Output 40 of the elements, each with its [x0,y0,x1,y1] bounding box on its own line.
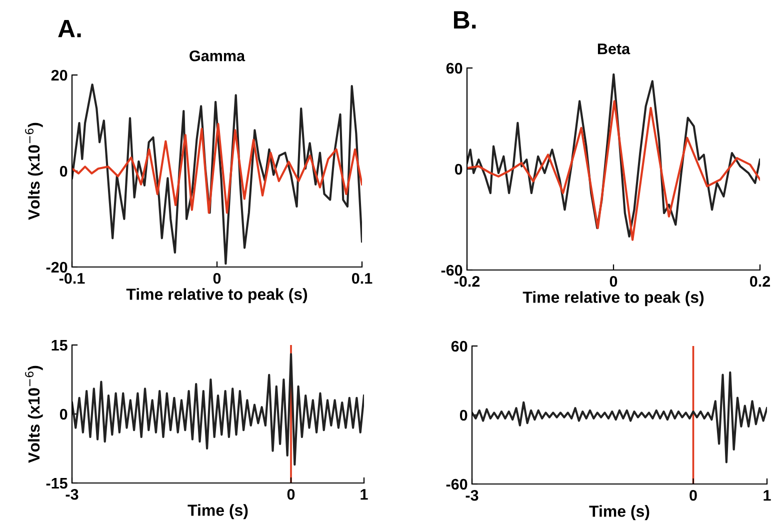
y-tick-label: -15 [46,478,68,489]
y-tick-label: -20 [46,262,68,273]
y-tick-label: 0 [454,164,462,175]
y-axis-title: Volts (x10$^{−6}$) [25,122,43,220]
x-tick-label: 0 [610,276,618,287]
x-tick-label: 0 [287,488,295,500]
x-axis-title: Time relative to peak (s) [126,288,308,304]
line-series [72,353,364,466]
x-tick-label: -3 [466,490,478,501]
line-series [467,73,760,238]
line-series [72,84,362,265]
line-series [72,122,362,214]
x-tick-label: 0.1 [352,272,372,284]
chart-title: Beta [598,44,630,54]
text: B. [454,11,476,28]
x-tick-label: -3 [66,488,78,500]
x-axis-title: Time relative to peak (s) [522,291,704,306]
chart-title: Gamma [190,50,246,62]
line-series [472,371,767,464]
x-tick-label: 0 [690,490,697,501]
x-axis-title: Time (s) [589,505,650,520]
line-series [467,100,760,241]
y-tick-label: -60 [446,478,468,490]
y-tick-label: -60 [441,264,462,276]
x-tick-label: 1 [764,490,771,501]
y-tick-label: 20 [51,70,68,81]
y-tick-label: 60 [451,340,468,352]
text: A. [58,20,81,38]
x-tick-label: 1 [360,489,368,500]
y-tick-label: 0 [460,410,468,421]
y-axis-title: Volts (x10$^{−6}$) [25,366,43,463]
x-tick-label: 0 [213,272,221,284]
x-axis-title: Time (s) [188,504,248,520]
y-tick-label: 60 [446,62,462,74]
y-tick-label: 0 [60,408,68,420]
y-tick-label: 15 [52,340,68,351]
x-tick-label: -0.1 [59,272,85,284]
y-tick-label: 0 [60,166,68,177]
x-tick-label: 0.2 [750,276,770,287]
x-tick-label: -0.2 [454,276,480,287]
